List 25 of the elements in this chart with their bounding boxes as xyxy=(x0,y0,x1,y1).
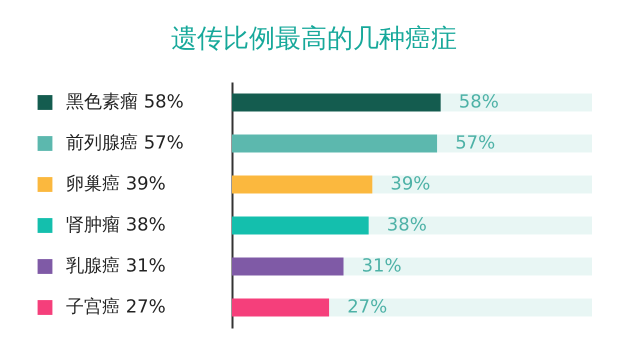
bar xyxy=(232,94,441,112)
bar xyxy=(372,176,592,194)
data-label: 39% xyxy=(390,174,430,194)
bar xyxy=(440,94,592,112)
data-label: 38% xyxy=(386,214,427,236)
bar xyxy=(232,216,369,234)
bar xyxy=(437,134,592,152)
category-label: 黑色素瘤 58% xyxy=(66,92,184,112)
category-label: 肾肿瘤 38% xyxy=(66,214,166,236)
data-label: 27% xyxy=(347,296,388,318)
category-label: 子宫癌 27% xyxy=(66,296,166,318)
bar xyxy=(232,134,438,152)
data-label: 58% xyxy=(458,92,499,112)
bar xyxy=(232,176,372,194)
category-label: 卵巢癌 39% xyxy=(66,174,166,194)
category-label: 乳腺癌 31% xyxy=(66,256,166,276)
chart-title: 遗传比例最高的几种癌症 xyxy=(171,24,457,54)
bar xyxy=(344,258,592,276)
data-label: 57% xyxy=(455,132,496,154)
data-label: 31% xyxy=(362,256,402,276)
bar xyxy=(368,216,592,234)
bar xyxy=(232,258,344,276)
category-label: 前列腺癌 57% xyxy=(66,132,184,154)
bar xyxy=(232,298,330,316)
bar xyxy=(329,298,592,316)
